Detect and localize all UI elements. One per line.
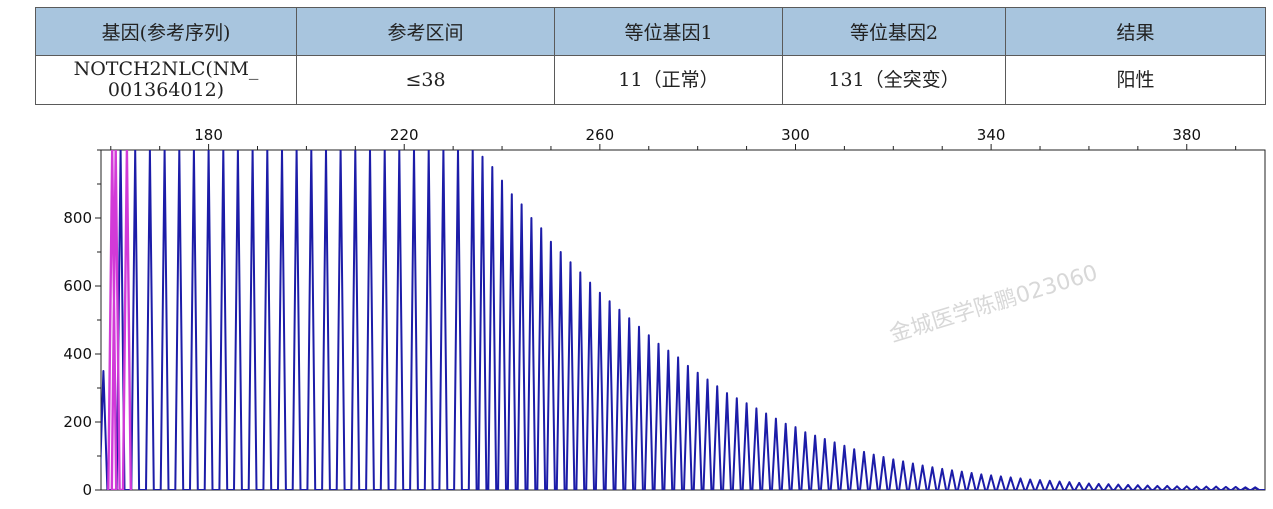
genotype-table: 基因(参考序列) 参考区间 等位基因1 等位基因2 结果 NOTCH2NLC(N… <box>35 7 1266 105</box>
gene-line1: NOTCH2NLC(NM_ <box>73 58 259 80</box>
chart-axes: 180 220 260 300 340 380 0 200 400 600 800 <box>63 126 1266 499</box>
x-tick-label: 340 <box>977 126 1006 144</box>
series-line-marker <box>107 150 132 490</box>
table-header-row: 基因(参考序列) 参考区间 等位基因1 等位基因2 结果 <box>35 7 1266 56</box>
cell-gene: NOTCH2NLC(NM_ 001364012) <box>35 55 297 105</box>
chart-plot-area <box>101 150 1265 490</box>
y-tick-label: 0 <box>82 481 92 499</box>
header-allele2: 等位基因2 <box>782 7 1006 56</box>
header-allele1: 等位基因1 <box>554 7 783 56</box>
x-tick-label: 380 <box>1172 126 1201 144</box>
cell-result: 阳性 <box>1005 55 1266 105</box>
gene-line2: 001364012) <box>107 79 225 101</box>
y-tick-label: 600 <box>63 277 92 295</box>
x-tick-label: 260 <box>586 126 615 144</box>
cell-reference: ≤38 <box>296 55 555 105</box>
x-tick-label: 180 <box>194 126 223 144</box>
header-result: 结果 <box>1005 7 1266 56</box>
electropherogram-chart: 180 220 260 300 340 380 0 200 400 600 800 <box>63 126 1266 499</box>
cell-allele1: 11（正常） <box>554 55 783 105</box>
table-row: NOTCH2NLC(NM_ 001364012) ≤38 11（正常） 131（… <box>35 55 1266 105</box>
cell-allele2: 131（全突变） <box>782 55 1006 105</box>
x-tick-label: 220 <box>390 126 419 144</box>
y-tick-label: 200 <box>63 413 92 431</box>
series-line-main <box>101 150 1265 490</box>
y-tick-label: 800 <box>63 209 92 227</box>
y-tick-label: 400 <box>63 345 92 363</box>
plot-frame <box>100 149 1266 491</box>
header-gene: 基因(参考序列) <box>35 7 297 56</box>
x-tick-label: 300 <box>781 126 810 144</box>
header-reference: 参考区间 <box>296 7 555 56</box>
